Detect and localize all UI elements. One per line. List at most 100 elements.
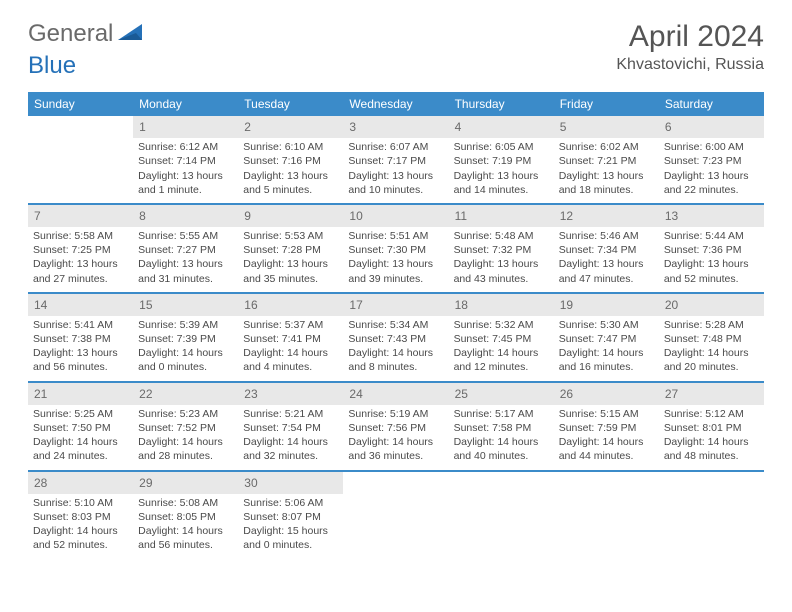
cell-body: Sunrise: 5:48 AMSunset: 7:32 PMDaylight:… [449,227,554,292]
day-header: Sunday [28,92,133,116]
sunrise-text: Sunrise: 5:48 AM [454,229,549,243]
cell-body: Sunrise: 6:05 AMSunset: 7:19 PMDaylight:… [449,138,554,203]
calendar-cell: 13Sunrise: 5:44 AMSunset: 7:36 PMDayligh… [659,205,764,292]
calendar-cell: 29Sunrise: 5:08 AMSunset: 8:05 PMDayligh… [133,472,238,559]
week-row: 14Sunrise: 5:41 AMSunset: 7:38 PMDayligh… [28,294,764,383]
daylight-text: Daylight: 13 hours and 27 minutes. [33,257,128,285]
calendar-cell: 24Sunrise: 5:19 AMSunset: 7:56 PMDayligh… [343,383,448,470]
cell-body: Sunrise: 5:46 AMSunset: 7:34 PMDaylight:… [554,227,659,292]
cell-body: Sunrise: 6:12 AMSunset: 7:14 PMDaylight:… [133,138,238,203]
calendar-cell: 22Sunrise: 5:23 AMSunset: 7:52 PMDayligh… [133,383,238,470]
sunset-text: Sunset: 7:23 PM [664,154,759,168]
sunset-text: Sunset: 7:16 PM [243,154,338,168]
sunrise-text: Sunrise: 5:34 AM [348,318,443,332]
cell-day-number: 27 [659,383,764,405]
cell-day-number: 11 [449,205,554,227]
cell-body: Sunrise: 5:08 AMSunset: 8:05 PMDaylight:… [133,494,238,559]
calendar-cell: 2Sunrise: 6:10 AMSunset: 7:16 PMDaylight… [238,116,343,203]
sunset-text: Sunset: 7:52 PM [138,421,233,435]
sunset-text: Sunset: 7:14 PM [138,154,233,168]
daylight-text: Daylight: 14 hours and 32 minutes. [243,435,338,463]
daylight-text: Daylight: 13 hours and 47 minutes. [559,257,654,285]
sunrise-text: Sunrise: 5:44 AM [664,229,759,243]
sunrise-text: Sunrise: 5:19 AM [348,407,443,421]
sunrise-text: Sunrise: 5:15 AM [559,407,654,421]
daylight-text: Daylight: 14 hours and 48 minutes. [664,435,759,463]
cell-day-number: 10 [343,205,448,227]
daylight-text: Daylight: 13 hours and 10 minutes. [348,169,443,197]
sunrise-text: Sunrise: 5:39 AM [138,318,233,332]
cell-body: Sunrise: 5:06 AMSunset: 8:07 PMDaylight:… [238,494,343,559]
sunrise-text: Sunrise: 5:10 AM [33,496,128,510]
cell-day-number: 13 [659,205,764,227]
daylight-text: Daylight: 13 hours and 31 minutes. [138,257,233,285]
header: General April 2024 Khvastovichi, Russia [0,0,792,82]
daylight-text: Daylight: 13 hours and 56 minutes. [33,346,128,374]
calendar-cell: 16Sunrise: 5:37 AMSunset: 7:41 PMDayligh… [238,294,343,381]
daylight-text: Daylight: 13 hours and 18 minutes. [559,169,654,197]
sunrise-text: Sunrise: 5:30 AM [559,318,654,332]
daylight-text: Daylight: 14 hours and 52 minutes. [33,524,128,552]
daylight-text: Daylight: 13 hours and 52 minutes. [664,257,759,285]
sunset-text: Sunset: 7:48 PM [664,332,759,346]
logo-text-general: General [28,20,113,48]
sunrise-text: Sunrise: 5:28 AM [664,318,759,332]
calendar-cell: 7Sunrise: 5:58 AMSunset: 7:25 PMDaylight… [28,205,133,292]
calendar-cell: 30Sunrise: 5:06 AMSunset: 8:07 PMDayligh… [238,472,343,559]
cell-body: Sunrise: 5:10 AMSunset: 8:03 PMDaylight:… [28,494,133,559]
calendar-cell: 19Sunrise: 5:30 AMSunset: 7:47 PMDayligh… [554,294,659,381]
calendar-cell: 21Sunrise: 5:25 AMSunset: 7:50 PMDayligh… [28,383,133,470]
calendar-cell: 18Sunrise: 5:32 AMSunset: 7:45 PMDayligh… [449,294,554,381]
daylight-text: Daylight: 14 hours and 16 minutes. [559,346,654,374]
daylight-text: Daylight: 14 hours and 0 minutes. [138,346,233,374]
calendar-cell [554,472,659,559]
week-row: 28Sunrise: 5:10 AMSunset: 8:03 PMDayligh… [28,472,764,559]
sunrise-text: Sunrise: 6:05 AM [454,140,549,154]
cell-body: Sunrise: 5:15 AMSunset: 7:59 PMDaylight:… [554,405,659,470]
calendar-cell: 4Sunrise: 6:05 AMSunset: 7:19 PMDaylight… [449,116,554,203]
cell-body: Sunrise: 5:41 AMSunset: 7:38 PMDaylight:… [28,316,133,381]
cell-body: Sunrise: 5:17 AMSunset: 7:58 PMDaylight:… [449,405,554,470]
sunset-text: Sunset: 7:30 PM [348,243,443,257]
daylight-text: Daylight: 13 hours and 43 minutes. [454,257,549,285]
daylight-text: Daylight: 14 hours and 28 minutes. [138,435,233,463]
calendar-cell: 28Sunrise: 5:10 AMSunset: 8:03 PMDayligh… [28,472,133,559]
cell-body: Sunrise: 6:02 AMSunset: 7:21 PMDaylight:… [554,138,659,203]
sunset-text: Sunset: 7:59 PM [559,421,654,435]
cell-day-number [659,472,764,478]
sunset-text: Sunset: 7:39 PM [138,332,233,346]
calendar-cell: 11Sunrise: 5:48 AMSunset: 7:32 PMDayligh… [449,205,554,292]
sunset-text: Sunset: 7:28 PM [243,243,338,257]
day-header-row: Sunday Monday Tuesday Wednesday Thursday… [28,92,764,116]
cell-day-number: 17 [343,294,448,316]
daylight-text: Daylight: 14 hours and 4 minutes. [243,346,338,374]
logo-sub: Blue [28,52,76,80]
cell-day-number: 22 [133,383,238,405]
sunrise-text: Sunrise: 5:17 AM [454,407,549,421]
cell-body: Sunrise: 6:00 AMSunset: 7:23 PMDaylight:… [659,138,764,203]
sunset-text: Sunset: 7:17 PM [348,154,443,168]
cell-day-number: 30 [238,472,343,494]
cell-day-number: 8 [133,205,238,227]
cell-day-number: 7 [28,205,133,227]
sunrise-text: Sunrise: 5:41 AM [33,318,128,332]
calendar-cell: 15 Sunrise: 5:39 AMSunset: 7:39 PMDayligh… [133,294,238,381]
sunrise-text: Sunrise: 5:21 AM [243,407,338,421]
sunset-text: Sunset: 7:56 PM [348,421,443,435]
cell-day-number: 15 [133,294,238,316]
cell-body: Sunrise: 5:55 AMSunset: 7:27 PMDaylight:… [133,227,238,292]
sunset-text: Sunset: 8:03 PM [33,510,128,524]
cell-day-number: 25 [449,383,554,405]
sunrise-text: Sunrise: 5:58 AM [33,229,128,243]
daylight-text: Daylight: 14 hours and 12 minutes. [454,346,549,374]
day-header: Monday [133,92,238,116]
cell-day-number: 2 [238,116,343,138]
cell-day-number: 1 [133,116,238,138]
sunset-text: Sunset: 7:45 PM [454,332,549,346]
sunrise-text: Sunrise: 6:12 AM [138,140,233,154]
daylight-text: Daylight: 14 hours and 56 minutes. [138,524,233,552]
sunset-text: Sunset: 7:47 PM [559,332,654,346]
cell-body: Sunrise: 5:25 AMSunset: 7:50 PMDaylight:… [28,405,133,470]
daylight-text: Daylight: 13 hours and 39 minutes. [348,257,443,285]
calendar-cell [659,472,764,559]
